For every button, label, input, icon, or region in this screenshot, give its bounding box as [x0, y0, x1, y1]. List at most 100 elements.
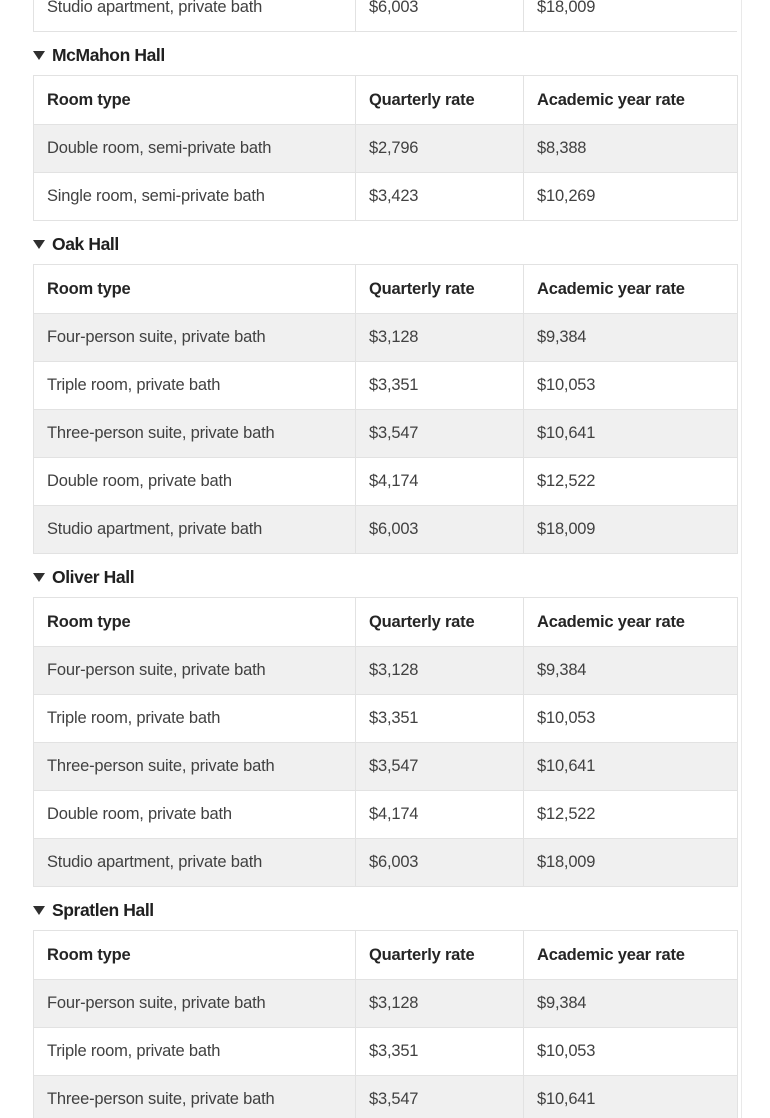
table-row: Double room, private bath $4,174 $12,522 [33, 457, 738, 506]
rates-table: Room type Quarterly rate Academic year rat… [33, 75, 738, 221]
hall-sections: McMahon Hall Room type Quarterly rate Acad… [33, 44, 738, 1118]
triangle-down-icon [33, 239, 45, 249]
section-title: Spratlen Hall [52, 900, 154, 920]
room-type-cell: Double room, semi-private bath [33, 124, 356, 173]
quarterly-rate-cell: $3,351 [355, 694, 524, 743]
table-row: Studio apartment, private bath $6,003 $1… [33, 0, 737, 32]
section-oak-hall: Oak Hall Room type Quarterly rate Academic… [33, 233, 738, 554]
quarterly-rate-cell: $3,351 [355, 1027, 524, 1076]
column-header: Quarterly rate [355, 75, 524, 125]
triangle-down-icon [33, 905, 45, 915]
room-type-cell: Four-person suite, private bath [33, 646, 356, 695]
academic-year-rate-cell: $9,384 [523, 979, 738, 1028]
table-row: Single room, semi-private bath $3,423 $10,… [33, 172, 738, 221]
quarterly-rate-cell: $6,003 [355, 505, 524, 554]
section-title: Oliver Hall [52, 567, 135, 587]
room-type-cell: Triple room, private bath [33, 361, 356, 410]
room-type-cell: Single room, semi-private bath [33, 172, 356, 221]
room-type-cell: Studio apartment, private bath [33, 505, 356, 554]
page-right-rule [741, 0, 742, 1118]
room-type-cell: Three-person suite, private bath [33, 1075, 356, 1118]
clipped-table-fragment: Studio apartment, private bath $6,003 $1… [33, 0, 737, 32]
column-header: Quarterly rate [355, 264, 524, 314]
quarterly-rate-cell: $3,423 [355, 172, 524, 221]
academic-year-rate-cell: $10,269 [523, 172, 738, 221]
quarterly-rate-cell: $3,128 [355, 979, 524, 1028]
triangle-down-icon [33, 572, 45, 582]
table-row: Three-person suite, private bath $3,547 $1… [33, 742, 738, 791]
section-heading-spratlen-hall[interactable]: Spratlen Hall [33, 899, 737, 921]
page-content: Studio apartment, private bath $6,003 $1… [33, 0, 738, 1118]
table-header-row: Room type Quarterly rate Academic year rat… [33, 930, 738, 980]
quarterly-rate-cell: $6,003 [355, 0, 524, 32]
quarterly-rate-cell: $3,351 [355, 361, 524, 410]
section-heading-mcmahon-hall[interactable]: McMahon Hall [33, 44, 737, 66]
section-title: McMahon Hall [52, 45, 165, 65]
academic-year-rate-cell: $12,522 [523, 790, 738, 839]
column-header: Quarterly rate [355, 930, 524, 980]
table-row: Studio apartment, private bath $6,003 $18,… [33, 505, 738, 554]
academic-year-rate-cell: $8,388 [523, 124, 738, 173]
academic-year-rate-cell: $9,384 [523, 313, 738, 362]
rates-table: Room type Quarterly rate Academic year rat… [33, 597, 738, 887]
room-type-cell: Studio apartment, private bath [33, 0, 356, 32]
section-spratlen-hall: Spratlen Hall Room type Quarterly rate Aca… [33, 899, 738, 1118]
room-type-cell: Three-person suite, private bath [33, 409, 356, 458]
academic-year-rate-cell: $18,009 [523, 0, 737, 32]
rates-table: Room type Quarterly rate Academic year rat… [33, 264, 738, 554]
table-row: Double room, semi-private bath $2,796 $8,3… [33, 124, 738, 173]
table-row: Double room, private bath $4,174 $12,522 [33, 790, 738, 839]
column-header: Room type [33, 75, 356, 125]
academic-year-rate-cell: $10,053 [523, 361, 738, 410]
academic-year-rate-cell: $18,009 [523, 838, 738, 887]
column-header: Room type [33, 930, 356, 980]
table-row: Triple room, private bath $3,351 $10,053 [33, 1027, 738, 1076]
column-header: Quarterly rate [355, 597, 524, 647]
room-type-cell: Triple room, private bath [33, 694, 356, 743]
column-header: Room type [33, 264, 356, 314]
section-heading-oliver-hall[interactable]: Oliver Hall [33, 566, 737, 588]
academic-year-rate-cell: $10,641 [523, 742, 738, 791]
quarterly-rate-cell: $2,796 [355, 124, 524, 173]
table-row: Three-person suite, private bath $3,547 $1… [33, 409, 738, 458]
quarterly-rate-cell: $4,174 [355, 457, 524, 506]
table-header-row: Room type Quarterly rate Academic year rat… [33, 264, 738, 314]
table-header-row: Room type Quarterly rate Academic year rat… [33, 75, 738, 125]
table-row: Four-person suite, private bath $3,128 $9,… [33, 313, 738, 362]
table-row: Studio apartment, private bath $6,003 $18,… [33, 838, 738, 887]
section-mcmahon-hall: McMahon Hall Room type Quarterly rate Acad… [33, 44, 738, 221]
triangle-down-icon [33, 50, 45, 60]
table-row: Three-person suite, private bath $3,547 $1… [33, 1075, 738, 1118]
room-type-cell: Triple room, private bath [33, 1027, 356, 1076]
column-header: Room type [33, 597, 356, 647]
quarterly-rate-cell: $3,547 [355, 1075, 524, 1118]
column-header: Academic year rate [523, 264, 738, 314]
room-type-cell: Double room, private bath [33, 457, 356, 506]
academic-year-rate-cell: $10,641 [523, 409, 738, 458]
rates-table-partial: Studio apartment, private bath $6,003 $1… [33, 0, 737, 32]
section-title: Oak Hall [52, 234, 119, 254]
rates-table: Room type Quarterly rate Academic year rat… [33, 930, 738, 1118]
column-header: Academic year rate [523, 75, 738, 125]
quarterly-rate-cell: $4,174 [355, 790, 524, 839]
room-type-cell: Four-person suite, private bath [33, 979, 356, 1028]
academic-year-rate-cell: $18,009 [523, 505, 738, 554]
quarterly-rate-cell: $3,128 [355, 646, 524, 695]
column-header: Academic year rate [523, 597, 738, 647]
academic-year-rate-cell: $10,053 [523, 1027, 738, 1076]
academic-year-rate-cell: $10,641 [523, 1075, 738, 1118]
room-type-cell: Studio apartment, private bath [33, 838, 356, 887]
section-oliver-hall: Oliver Hall Room type Quarterly rate Acade… [33, 566, 738, 887]
section-heading-oak-hall[interactable]: Oak Hall [33, 233, 737, 255]
table-row: Four-person suite, private bath $3,128 $9,… [33, 646, 738, 695]
table-header-row: Room type Quarterly rate Academic year rat… [33, 597, 738, 647]
table-row: Triple room, private bath $3,351 $10,053 [33, 361, 738, 410]
academic-year-rate-cell: $10,053 [523, 694, 738, 743]
academic-year-rate-cell: $9,384 [523, 646, 738, 695]
room-type-cell: Double room, private bath [33, 790, 356, 839]
room-type-cell: Three-person suite, private bath [33, 742, 356, 791]
quarterly-rate-cell: $3,547 [355, 742, 524, 791]
table-row: Triple room, private bath $3,351 $10,053 [33, 694, 738, 743]
room-type-cell: Four-person suite, private bath [33, 313, 356, 362]
